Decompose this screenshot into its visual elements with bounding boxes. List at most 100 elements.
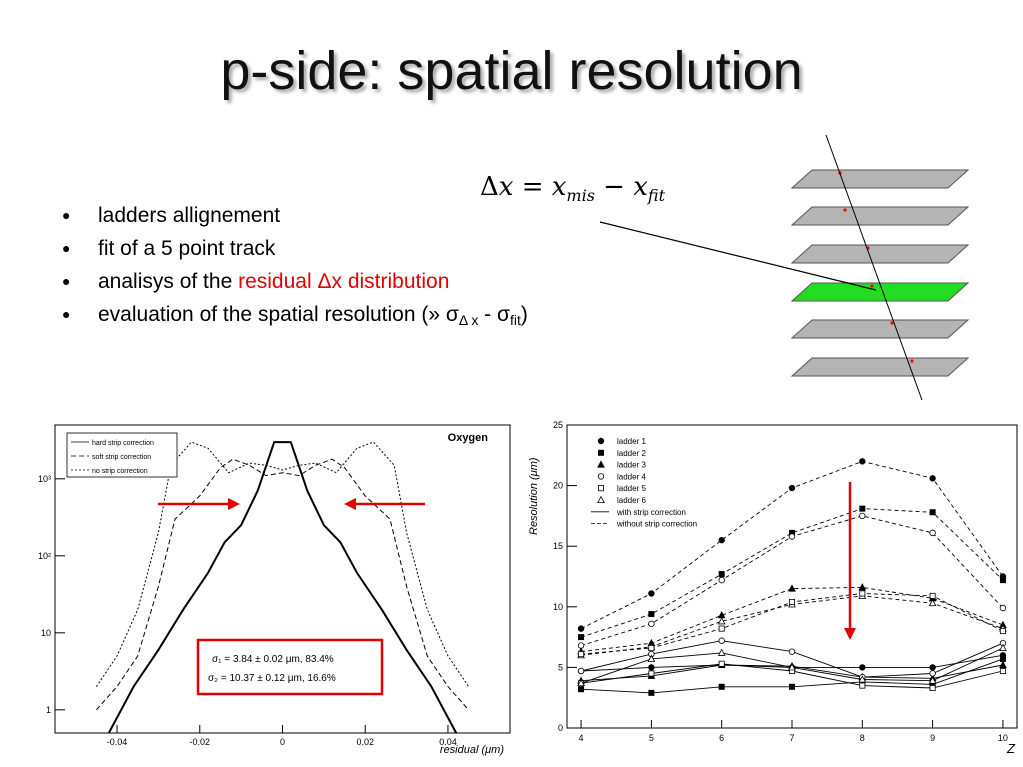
data-point xyxy=(597,495,605,504)
data-point xyxy=(788,484,796,492)
y-tick-label: 25 xyxy=(553,420,563,430)
data-point xyxy=(999,668,1006,675)
y-tick-label: 1 xyxy=(46,705,51,715)
data-point xyxy=(929,529,936,537)
legend-label: no strip correction xyxy=(92,468,148,475)
legend-label: ladder 4 xyxy=(617,472,646,481)
data-point xyxy=(578,651,585,658)
legend-label: with strip correction xyxy=(616,508,686,517)
legend-label: hard strip correction xyxy=(92,440,154,447)
data-point xyxy=(578,634,585,641)
data-point xyxy=(789,683,796,690)
bullet-item: ● ladders allignement xyxy=(62,204,281,227)
ladder-plate xyxy=(790,244,970,264)
x-tick-label: 0.04 xyxy=(439,737,457,747)
data-point xyxy=(929,509,936,516)
ladder-plate xyxy=(790,206,970,226)
y-tick-label: 15 xyxy=(553,541,563,551)
track-line xyxy=(825,134,923,401)
data-point xyxy=(577,678,585,687)
y-tick-label: 20 xyxy=(553,481,563,491)
legend-label: ladder 5 xyxy=(617,484,646,493)
x-tick-label: -0.02 xyxy=(190,737,211,747)
data-point xyxy=(718,576,725,584)
y-tick-label: 10² xyxy=(38,551,51,561)
hit-point xyxy=(870,284,874,288)
legend-box xyxy=(66,432,178,478)
x-tick-label: 0.02 xyxy=(356,737,374,747)
arrow-head xyxy=(344,498,356,510)
chart-title: Oxygen xyxy=(448,432,489,444)
data-point xyxy=(929,592,936,599)
data-point xyxy=(577,625,585,632)
ladder-plate xyxy=(790,357,970,377)
data-point xyxy=(578,686,585,693)
series-line xyxy=(95,441,470,687)
data-point xyxy=(999,660,1007,668)
data-point xyxy=(648,611,655,618)
series-line xyxy=(96,458,469,711)
series-line xyxy=(107,441,458,734)
data-point xyxy=(717,648,726,656)
data-point xyxy=(717,617,726,625)
legend-label: ladder 6 xyxy=(617,496,646,505)
hit-point xyxy=(843,208,847,212)
hit-point xyxy=(910,359,914,363)
data-point xyxy=(718,660,725,667)
data-point xyxy=(859,505,866,512)
data-point xyxy=(648,645,655,652)
data-point xyxy=(718,683,725,690)
data-point xyxy=(999,604,1007,612)
sigma2-text: σ₂ = 10.37 ± 0.12 μm, 16.6% xyxy=(208,673,336,684)
ladder-stack-diagram xyxy=(790,134,970,401)
data-point xyxy=(929,664,936,671)
data-point xyxy=(718,536,725,544)
data-point xyxy=(788,584,796,592)
plot-frame xyxy=(566,424,1018,729)
bullet-dot-icon: ● xyxy=(62,207,71,223)
data-point xyxy=(929,475,936,482)
x-tick-label: 7 xyxy=(789,733,794,743)
data-point xyxy=(928,676,937,684)
legend-label: without strip correction xyxy=(616,520,697,529)
data-point xyxy=(859,590,866,597)
data-point xyxy=(577,667,585,675)
y-tick-label: 0 xyxy=(558,723,563,733)
sigma1-text: σ₁ = 3.84 ± 0.02 μm, 83.4% xyxy=(212,654,334,665)
data-point xyxy=(648,664,655,671)
data-point xyxy=(859,458,866,465)
formula-pointer-line xyxy=(599,221,877,291)
data-point xyxy=(789,598,796,605)
data-point xyxy=(788,533,796,540)
x-axis-label: residual (μm) xyxy=(440,744,504,756)
data-point xyxy=(648,620,655,627)
data-point xyxy=(718,637,725,644)
arrow-head xyxy=(228,498,240,510)
x-tick-label: 5 xyxy=(649,733,654,743)
x-tick-label: 0 xyxy=(280,737,285,747)
data-point xyxy=(928,598,937,607)
bullet-item: ● fit of a 5 point track xyxy=(62,237,276,260)
legend-label: ladder 2 xyxy=(617,449,646,458)
data-point xyxy=(859,512,866,520)
data-point xyxy=(597,437,605,445)
legend-label: ladder 1 xyxy=(617,437,646,446)
x-tick-label: 9 xyxy=(930,733,935,743)
bullet-dot-icon: ● xyxy=(62,273,71,289)
bullet-item: ● analisys of the residual Δx distributio… xyxy=(62,270,450,293)
data-point xyxy=(598,485,605,492)
y-tick-label: 10³ xyxy=(38,474,51,484)
data-point xyxy=(929,685,936,692)
x-tick-label: 8 xyxy=(860,733,865,743)
x-tick-label: 4 xyxy=(579,733,584,743)
data-point xyxy=(788,648,796,655)
legend-label: ladder 3 xyxy=(617,461,646,470)
bullet-list: ● ladders allignement ● fit of a 5 point t… xyxy=(62,202,528,340)
y-tick-label: 10 xyxy=(553,602,563,612)
ladder-plate xyxy=(790,319,970,339)
data-point xyxy=(858,675,867,683)
data-point xyxy=(858,583,867,591)
bullet-dot-icon: ● xyxy=(62,240,71,256)
data-point xyxy=(647,654,656,662)
data-point xyxy=(999,577,1006,584)
